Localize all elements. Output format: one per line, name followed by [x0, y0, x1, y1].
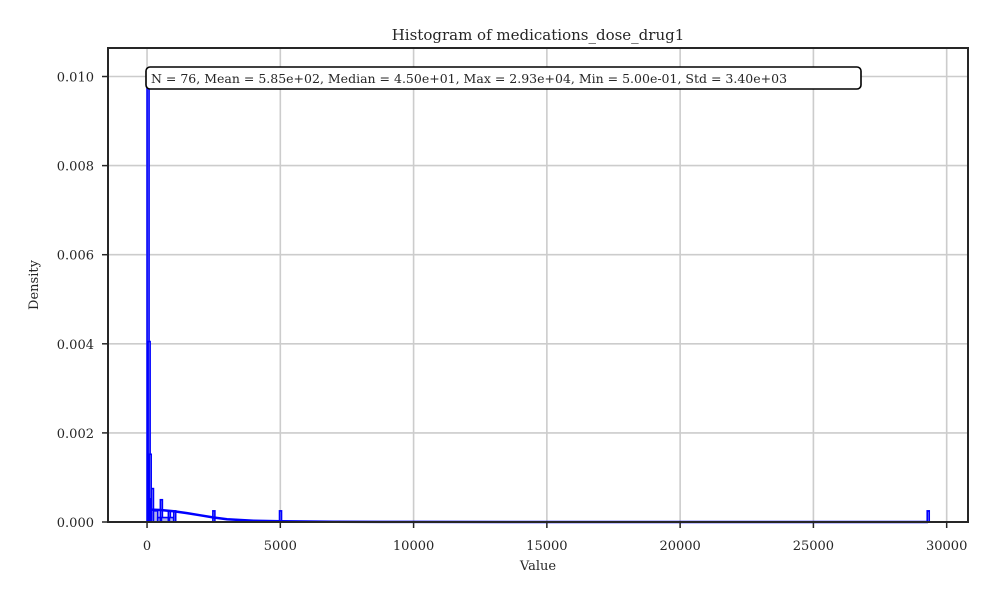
- x-axis-label: Value: [519, 559, 556, 574]
- stats-annotation-text: N = 76, Mean = 5.85e+02, Median = 4.50e+…: [151, 71, 787, 86]
- y-tick-label: 0.002: [57, 427, 94, 442]
- x-axis-ticks: 0 5000 10000 15000 20000 25000 30000: [143, 522, 967, 554]
- y-axis-ticks: 0.000 0.002 0.004 0.006 0.008 0.010: [57, 71, 108, 531]
- stats-annotation-box: [145, 66, 862, 90]
- plot-frame: [107, 47, 969, 523]
- y-tick-label: 0.004: [57, 338, 94, 353]
- x-tick-label: 5000: [264, 539, 297, 554]
- x-tick-label: 15000: [526, 539, 567, 554]
- x-tick-label: 20000: [659, 539, 700, 554]
- histogram-bar: [926, 510, 931, 523]
- y-tick-label: 0.006: [57, 249, 94, 264]
- x-tick-label: 0: [143, 539, 151, 554]
- y-axis-label: Density: [27, 259, 42, 310]
- y-tick-label: 0.000: [57, 516, 94, 531]
- y-tick-label: 0.008: [57, 160, 94, 175]
- y-tick-label: 0.010: [57, 71, 94, 86]
- x-tick-label: 30000: [926, 539, 967, 554]
- chart-title: Histogram of medications_dose_drug1: [392, 26, 685, 44]
- x-tick-label: 10000: [393, 539, 434, 554]
- stats-annotation: N = 76, Mean = 5.85e+02, Median = 4.50e+…: [145, 66, 862, 90]
- x-tick-label: 25000: [793, 539, 834, 554]
